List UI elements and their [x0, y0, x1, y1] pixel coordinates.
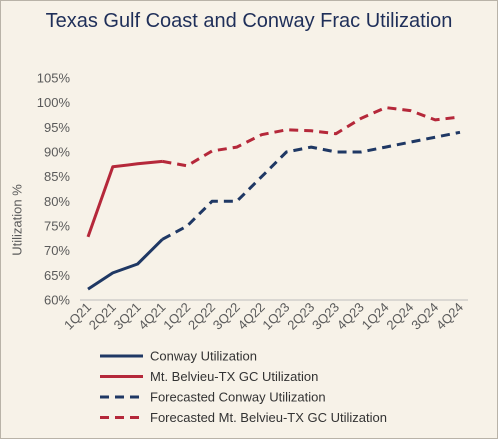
x-tick-label: 4Q24 [433, 300, 466, 333]
legend-label: Conway Utilization [150, 349, 257, 364]
legend-label: Forecasted Mt. Belvieu-TX GC Utilization [150, 410, 387, 425]
x-tick-label: 3Q23 [309, 300, 342, 333]
y-tick-label: 90% [44, 145, 70, 160]
series-line [161, 130, 461, 241]
x-tick-label: 3Q24 [408, 300, 441, 333]
x-tick-label: 1Q23 [259, 300, 292, 333]
y-tick-label: 65% [44, 268, 70, 283]
x-tick-label: 4Q23 [334, 300, 367, 333]
x-tick-label: 1Q22 [160, 300, 193, 333]
y-tick-label: 95% [44, 120, 70, 135]
series-lines [86, 106, 461, 291]
x-tick-label: 2Q23 [284, 300, 317, 333]
x-tick-label: 4Q21 [135, 300, 168, 333]
y-tick-label: 75% [44, 219, 70, 234]
y-tick-label: 80% [44, 194, 70, 209]
x-tick-label: 4Q22 [235, 300, 268, 333]
chart-title: Texas Gulf Coast and Conway Frac Utiliza… [45, 10, 453, 32]
series-line [87, 238, 164, 291]
x-tick-label: 3Q21 [111, 300, 144, 333]
y-tick-label: 70% [44, 243, 70, 258]
x-tick-label: 2Q21 [86, 300, 119, 333]
series-line [86, 159, 163, 238]
x-tick-label: 1Q24 [359, 300, 392, 333]
series-line [162, 106, 461, 168]
x-tick-label: 2Q24 [383, 300, 416, 333]
x-tick-label: 3Q22 [210, 300, 243, 333]
x-tick-label: 2Q22 [185, 300, 218, 333]
legend-label: Mt. Belvieu-TX GC Utilization [150, 369, 318, 384]
y-tick-label: 105% [37, 71, 71, 86]
y-tick-label: 85% [44, 169, 70, 184]
y-tick-label: 100% [37, 95, 71, 110]
legend: Conway Utilization Mt. Belvieu-TX GC Util… [100, 349, 387, 425]
y-tick-label: 60% [44, 293, 70, 308]
legend-label: Forecasted Conway Utilization [150, 390, 326, 405]
